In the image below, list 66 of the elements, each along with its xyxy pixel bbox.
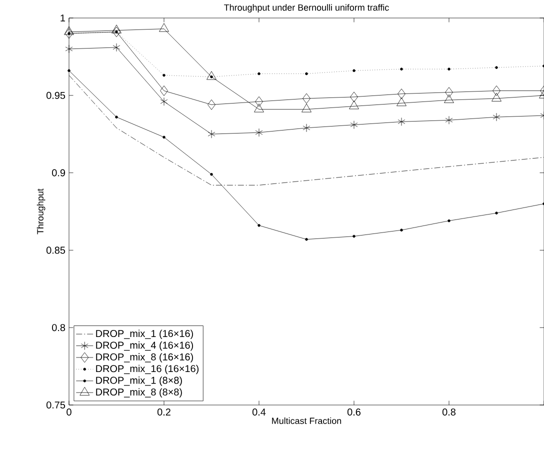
point [68,69,70,72]
legend-label: DROP_mix_16 (16×16) [96,364,199,374]
point [159,23,169,32]
point [400,228,403,232]
point [492,92,502,102]
point [254,104,264,112]
point [396,97,406,106]
point [445,87,453,98]
y-axis-title: Throughput [36,188,46,234]
x-tick-label: 0 [66,408,72,416]
point [302,104,312,112]
point [305,238,308,241]
point [495,66,498,69]
point [160,97,168,106]
point [162,74,166,77]
point [208,130,216,138]
point [210,172,213,176]
point [444,94,454,103]
y-tick-label: 0.95 [46,92,66,99]
y-tick-label: 1 [60,14,65,22]
point [258,72,260,76]
legend-label: DROP_mix_4 (16×16) [96,341,193,351]
point [160,86,168,96]
point [115,116,118,118]
point [208,100,216,110]
legend-label: DROP_mix_8 (8×8) [96,388,182,398]
point [65,28,73,39]
y-tick-label: 0.9 [52,169,66,176]
point [352,69,356,72]
point [352,234,356,238]
point [162,136,166,139]
point [445,116,453,124]
legend-label: DROP_mix_1 (16×16) [96,330,193,340]
point [305,72,308,76]
point [255,96,263,107]
point [112,24,122,34]
x-tick-label: 0.6 [347,408,360,416]
x-tick-label: 0.8 [442,408,456,416]
point [400,68,403,70]
point [448,68,450,70]
point [350,120,358,129]
point [349,100,359,110]
chart-title: Throughput under Bernoulli uniform traffic [224,4,389,12]
point [255,128,263,137]
point [398,88,406,100]
x-tick-label: 0.2 [157,408,170,416]
point [64,26,74,35]
point [492,86,500,96]
x-tick-label: 0.4 [252,408,266,416]
point [112,43,120,52]
point [302,124,310,132]
y-tick-label: 0.75 [46,401,66,409]
point [350,92,358,102]
point [258,224,260,227]
y-tick-label: 0.8 [52,324,66,332]
point [65,44,73,54]
point [492,112,500,122]
point [448,219,450,222]
point [398,118,406,126]
y-tick-label: 0.85 [46,246,66,254]
x-axis-title: Multicast Fraction [272,417,342,424]
legend-label: DROP_mix_1 (8×8) [96,376,182,386]
point [302,93,310,104]
point [68,32,70,35]
legend-label: DROP_mix_8 (16×16) [96,353,193,362]
point [495,212,498,214]
